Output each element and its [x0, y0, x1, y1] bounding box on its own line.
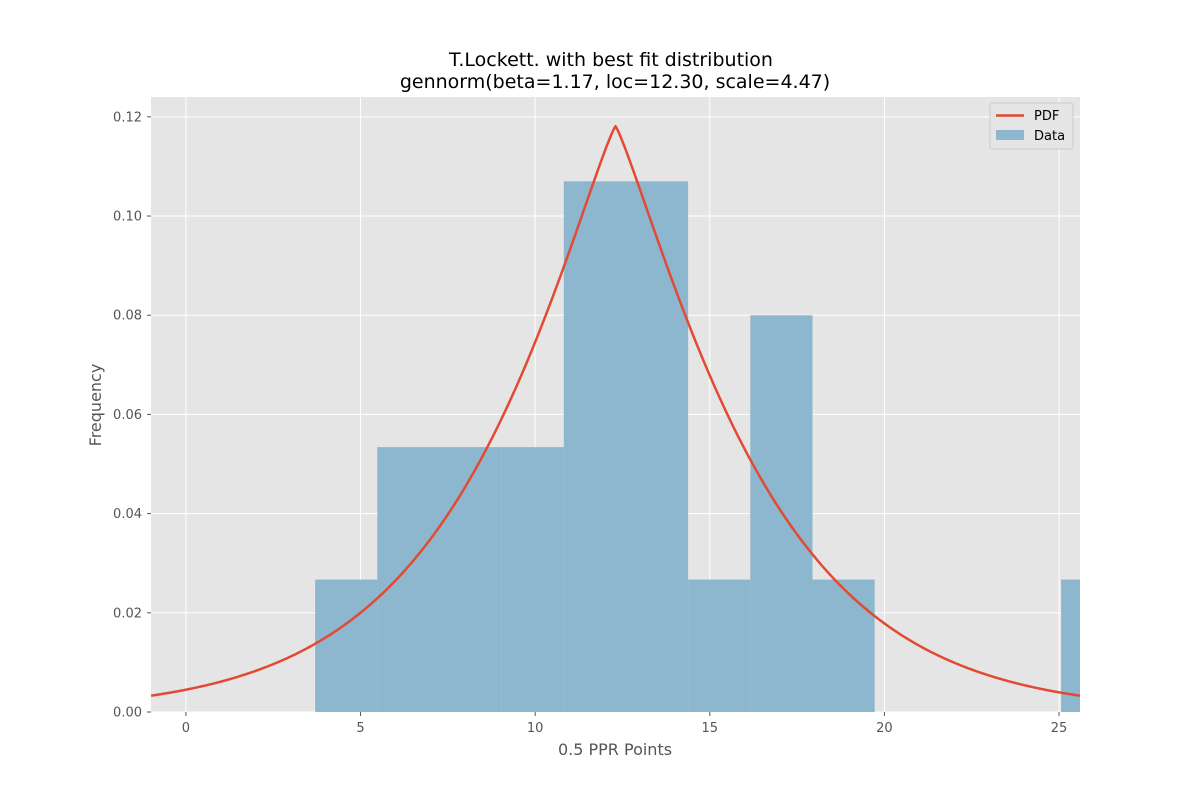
- x-axis-label: 0.5 PPR Points: [558, 740, 672, 759]
- legend-data-swatch: [996, 130, 1024, 140]
- y-tick-label: 0.04: [113, 507, 142, 522]
- y-tick-label: 0.00: [113, 706, 142, 721]
- histogram-bars: [315, 181, 1080, 712]
- x-tick-label: 10: [527, 721, 544, 736]
- axis-ticks: 0 5 10 15 20 25 0.00 0.02 0.04 0.06 0.08 0.10 0.12: [113, 110, 1067, 736]
- histogram-bar: [377, 447, 440, 712]
- x-tick-label: 20: [876, 721, 893, 736]
- pdf-curve: [150, 124, 1081, 697]
- legend-pdf-label: PDF: [1034, 109, 1059, 124]
- histogram-bar: [563, 181, 626, 712]
- pdf-curve-group: [150, 124, 1081, 697]
- histogram-bar: [501, 447, 564, 712]
- x-tick-label: 5: [356, 721, 364, 736]
- histogram-bar: [1061, 579, 1080, 712]
- histogram-bar: [812, 579, 875, 712]
- x-tick-label: 15: [702, 721, 719, 736]
- legend-data-label: Data: [1034, 129, 1065, 144]
- chart-subtitle: gennorm(beta=1.17, loc=12.30, scale=4.47…: [400, 71, 830, 93]
- x-tick-label: 25: [1051, 721, 1068, 736]
- histogram-bar: [625, 181, 689, 712]
- chart-title: T.Lockett. with best fit distribution: [448, 49, 773, 71]
- y-tick-label: 0.08: [113, 309, 142, 324]
- y-tick-label: 0.06: [113, 408, 142, 423]
- x-tick-label: 0: [182, 721, 190, 736]
- histogram-bar: [688, 579, 751, 712]
- legend: PDF Data: [989, 102, 1074, 150]
- histogram-bar: [439, 447, 502, 712]
- y-tick-label: 0.10: [113, 210, 142, 225]
- histogram-bar: [315, 579, 378, 712]
- y-tick-label: 0.12: [113, 110, 142, 125]
- y-tick-label: 0.02: [113, 606, 142, 621]
- y-axis-label: Frequency: [86, 364, 105, 447]
